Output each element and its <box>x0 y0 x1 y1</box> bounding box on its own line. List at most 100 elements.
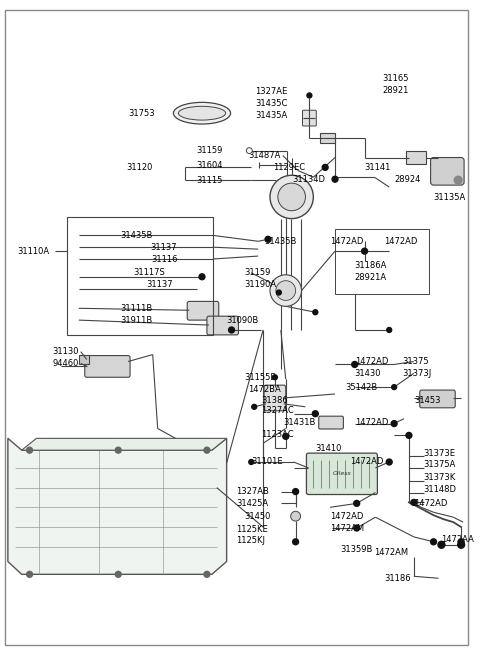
Circle shape <box>307 93 312 98</box>
Circle shape <box>352 362 358 367</box>
Bar <box>320 133 335 143</box>
Text: 1472AD: 1472AD <box>355 418 388 427</box>
Circle shape <box>454 176 462 184</box>
Text: 31435B: 31435B <box>264 236 297 246</box>
Text: 31186: 31186 <box>384 574 411 583</box>
Circle shape <box>458 539 464 545</box>
Circle shape <box>406 432 412 438</box>
Text: 28921A: 28921A <box>355 273 387 282</box>
FancyBboxPatch shape <box>187 301 219 320</box>
Circle shape <box>228 327 235 333</box>
Text: 1123AC: 1123AC <box>261 430 294 439</box>
Text: 1125KE: 1125KE <box>237 525 268 534</box>
Text: 1472AD: 1472AD <box>330 236 363 246</box>
Circle shape <box>431 539 436 545</box>
Text: 31110A: 31110A <box>18 247 50 255</box>
Circle shape <box>411 500 417 506</box>
FancyBboxPatch shape <box>431 158 464 185</box>
Circle shape <box>26 571 33 577</box>
Text: 31120: 31120 <box>126 163 153 172</box>
Text: 31101E: 31101E <box>251 457 283 466</box>
Circle shape <box>276 290 281 295</box>
Bar <box>335 229 429 293</box>
Circle shape <box>354 525 360 531</box>
Text: 1125KJ: 1125KJ <box>237 536 265 546</box>
Circle shape <box>391 421 397 426</box>
Text: 31135A: 31135A <box>433 193 466 202</box>
Circle shape <box>386 459 392 465</box>
Text: 1472AA: 1472AA <box>442 535 474 544</box>
Text: 1327AC: 1327AC <box>261 406 294 415</box>
Text: 31373J: 31373J <box>402 369 431 378</box>
Text: 31186A: 31186A <box>355 261 387 271</box>
Text: 1472AM: 1472AM <box>330 523 364 533</box>
Text: 31487A: 31487A <box>249 151 281 160</box>
Circle shape <box>361 248 368 254</box>
Circle shape <box>291 512 300 521</box>
Text: 35142B: 35142B <box>345 383 377 392</box>
Text: 1472AD: 1472AD <box>355 357 388 366</box>
Text: 1472AD: 1472AD <box>350 457 383 466</box>
Polygon shape <box>8 438 227 574</box>
Circle shape <box>392 384 396 390</box>
Text: 31159: 31159 <box>244 269 271 277</box>
Circle shape <box>322 164 328 170</box>
Text: 31373K: 31373K <box>424 474 456 482</box>
Bar <box>67 217 213 335</box>
FancyBboxPatch shape <box>46 475 170 545</box>
Text: 31359B: 31359B <box>340 545 372 554</box>
Text: 31190A: 31190A <box>244 280 276 289</box>
FancyBboxPatch shape <box>85 356 130 377</box>
FancyBboxPatch shape <box>302 110 316 126</box>
Circle shape <box>115 447 121 453</box>
Ellipse shape <box>173 102 230 124</box>
Circle shape <box>270 176 313 219</box>
Text: 31373E: 31373E <box>424 449 456 458</box>
Text: 31148D: 31148D <box>424 485 456 494</box>
Polygon shape <box>22 438 227 450</box>
Bar <box>79 354 89 364</box>
Text: 31450: 31450 <box>244 512 271 521</box>
Text: 31453: 31453 <box>414 396 440 405</box>
Circle shape <box>204 447 210 453</box>
Text: 1129EC: 1129EC <box>273 163 305 172</box>
Text: 31430: 31430 <box>355 369 381 378</box>
Text: 31134D: 31134D <box>292 175 325 183</box>
Text: 1327AE: 1327AE <box>255 87 288 96</box>
Text: 31435C: 31435C <box>255 99 288 108</box>
Circle shape <box>278 183 305 211</box>
Text: 31116: 31116 <box>151 255 178 263</box>
Text: 31431B: 31431B <box>284 418 316 427</box>
Text: 31117S: 31117S <box>134 269 166 277</box>
Circle shape <box>283 434 288 440</box>
Text: 28924: 28924 <box>394 175 420 183</box>
Text: 31159: 31159 <box>196 146 223 155</box>
Text: 31375: 31375 <box>402 357 429 366</box>
Circle shape <box>273 375 277 380</box>
Circle shape <box>204 571 210 577</box>
Circle shape <box>354 500 360 506</box>
Text: 1472AM: 1472AM <box>374 548 408 557</box>
Circle shape <box>438 541 445 548</box>
Circle shape <box>249 460 254 464</box>
Text: 31425A: 31425A <box>237 499 269 508</box>
Circle shape <box>313 310 318 314</box>
Text: 31137: 31137 <box>151 243 178 252</box>
Text: 1472AD: 1472AD <box>414 499 447 508</box>
Text: 1472AD: 1472AD <box>384 236 418 246</box>
Circle shape <box>332 176 338 182</box>
Text: 31410: 31410 <box>315 443 342 453</box>
Circle shape <box>458 541 465 548</box>
Circle shape <box>26 447 33 453</box>
Text: 31165: 31165 <box>382 74 409 83</box>
Ellipse shape <box>179 106 226 120</box>
Text: 31115: 31115 <box>196 176 223 185</box>
Circle shape <box>199 274 205 280</box>
Text: 1327AB: 1327AB <box>237 487 269 496</box>
Text: 31435A: 31435A <box>255 111 288 120</box>
Circle shape <box>252 404 257 409</box>
FancyBboxPatch shape <box>306 453 377 495</box>
Text: 1472AD: 1472AD <box>330 512 363 521</box>
Text: 31141: 31141 <box>365 163 391 172</box>
Circle shape <box>265 236 271 242</box>
